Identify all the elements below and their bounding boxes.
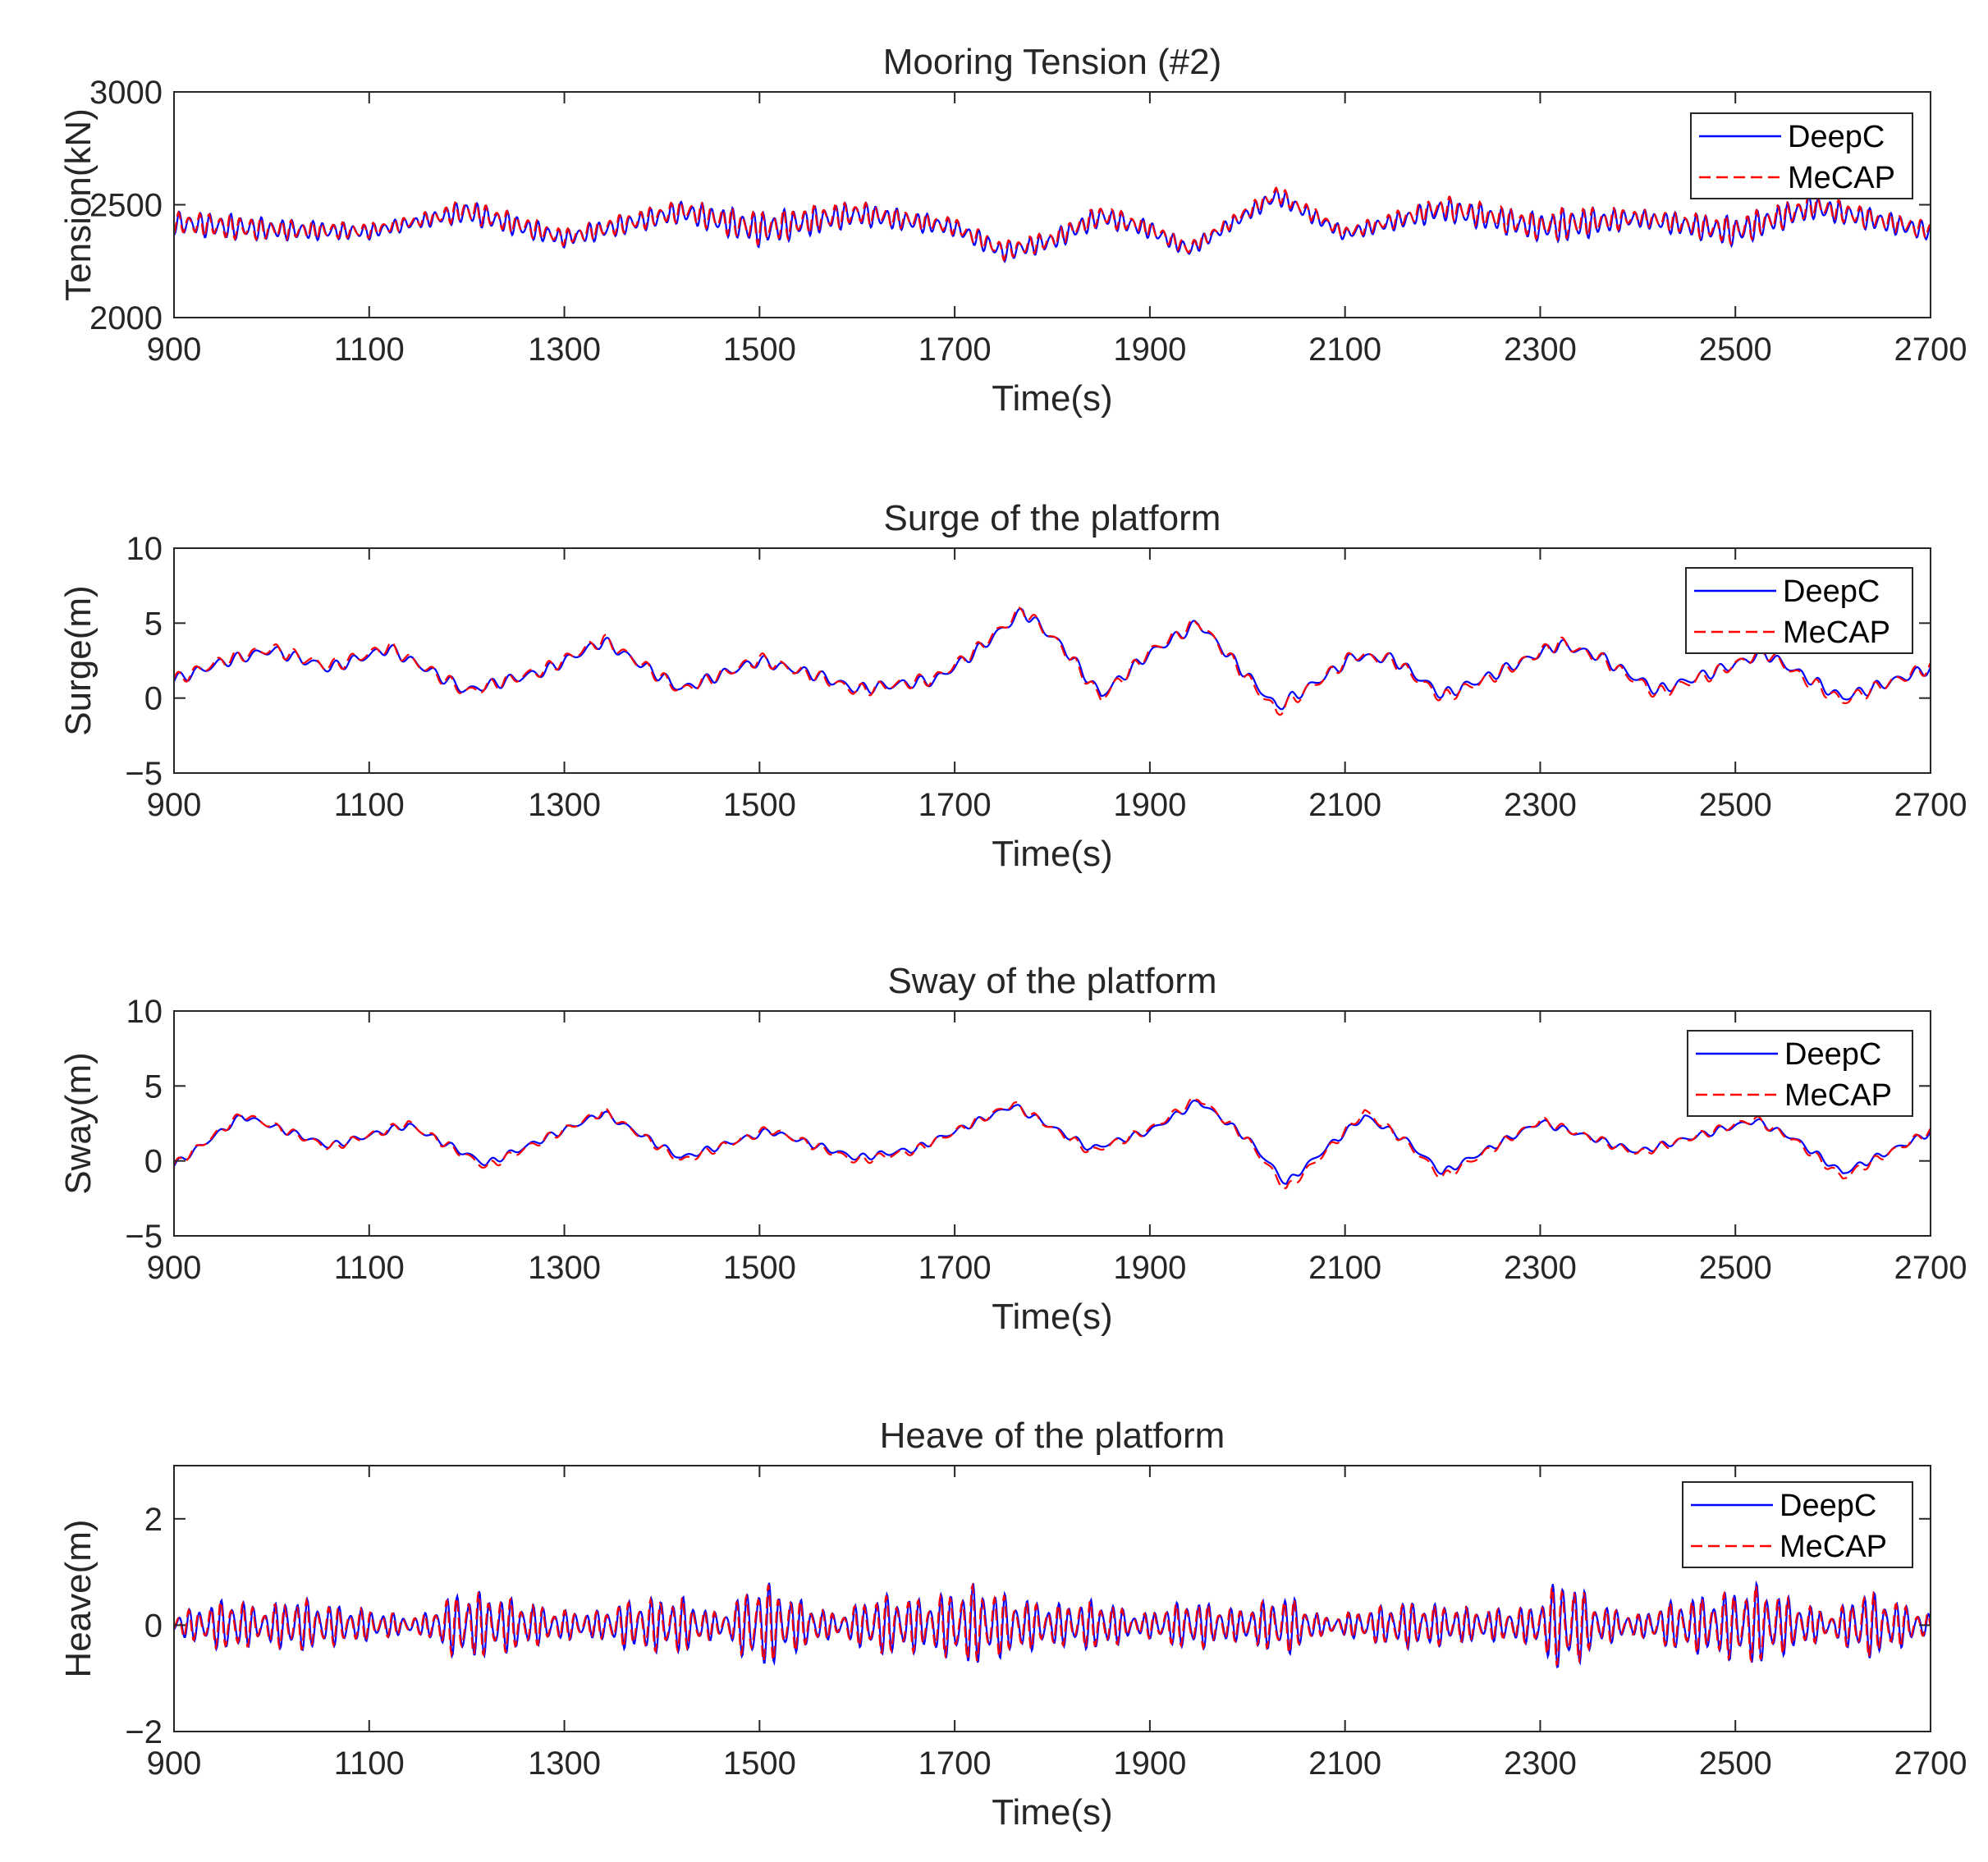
x-tick-label: 1900 — [1113, 787, 1186, 823]
legend-label-deepc: DeepC — [1780, 1489, 1876, 1523]
x-tick-label: 2500 — [1699, 1745, 1772, 1782]
x-tick-label: 1300 — [528, 1250, 601, 1286]
x-tick-label: 1900 — [1113, 1745, 1186, 1782]
legend-label-deepc: DeepC — [1783, 574, 1880, 609]
x-tick-label: 1300 — [528, 332, 601, 368]
x-tick-label: 2700 — [1894, 332, 1967, 368]
legend: DeepC MeCAP — [1685, 567, 1913, 654]
x-tick-label: 1700 — [918, 787, 992, 823]
x-axis-label: Time(s) — [992, 1297, 1112, 1337]
series-mecap-line — [174, 1582, 1931, 1667]
x-tick-label: 2700 — [1894, 1745, 1967, 1782]
y-tick-label: 2500 — [89, 188, 163, 224]
y-axis-label: Surge(m) — [58, 585, 98, 735]
panel-1: 900 1100 1300 1500 1700 1900 2100 2300 2500 2700 2… — [58, 42, 1967, 419]
legend-label-mecap: MeCAP — [1783, 615, 1890, 650]
x-tick-label: 1500 — [723, 787, 796, 823]
y-tick-label: 2000 — [89, 300, 163, 336]
x-axis-label: Time(s) — [992, 834, 1112, 874]
x-tick-label: 900 — [147, 1745, 202, 1782]
y-tick-label: 0 — [144, 1608, 163, 1644]
legend-label-mecap: MeCAP — [1784, 1078, 1892, 1113]
axes-box — [173, 1010, 1931, 1237]
x-tick-label: 2500 — [1699, 787, 1772, 823]
legend: DeepC MeCAP — [1690, 112, 1913, 199]
series-mecap-line — [174, 1096, 1931, 1190]
panel-4: 900 1100 1300 1500 1700 1900 2100 2300 2500 2700 −… — [58, 1416, 1967, 1832]
y-tick-label: 3000 — [89, 75, 163, 111]
x-tick-label: 1700 — [918, 1745, 992, 1782]
legend-label-deepc: DeepC — [1784, 1037, 1881, 1072]
y-tick-label: 0 — [144, 681, 163, 717]
x-tick-label: 1100 — [334, 787, 405, 823]
x-tick-label: 2100 — [1308, 1745, 1381, 1782]
y-axis-label: Sway(m) — [58, 1052, 98, 1195]
legend-label-mecap: MeCAP — [1788, 161, 1895, 195]
axes-box — [173, 547, 1931, 774]
x-tick-label: 2500 — [1699, 332, 1772, 368]
x-tick-label: 1100 — [334, 1745, 405, 1782]
x-tick-label: 1900 — [1113, 1250, 1186, 1286]
x-tick-label: 1300 — [528, 1745, 601, 1782]
x-tick-label: 1500 — [723, 1250, 796, 1286]
panel-title: Sway of the platform — [887, 961, 1216, 1001]
x-tick-label: 900 — [147, 1250, 202, 1286]
panel-2: 900 1100 1300 1500 1700 1900 2100 2300 2500 2700 −… — [58, 498, 1967, 874]
x-tick-label: 2300 — [1504, 1745, 1577, 1782]
x-tick-label: 2700 — [1894, 1250, 1967, 1286]
series-deepc-line — [174, 1099, 1931, 1185]
x-axis-label: Time(s) — [992, 1792, 1112, 1832]
x-tick-label: 900 — [147, 332, 202, 368]
legend: DeepC MeCAP — [1687, 1030, 1913, 1117]
x-tick-label: 2300 — [1504, 787, 1577, 823]
panel-title: Surge of the platform — [884, 498, 1221, 538]
x-tick-label: 1900 — [1113, 332, 1186, 368]
x-tick-label: 2100 — [1308, 1250, 1381, 1286]
y-tick-label: 5 — [144, 606, 163, 642]
x-tick-label: 2100 — [1308, 787, 1381, 823]
y-tick-label: −5 — [125, 1219, 163, 1255]
panel-3: 900 1100 1300 1500 1700 1900 2100 2300 2500 2700 −… — [58, 961, 1967, 1337]
series-deepc-line — [174, 607, 1931, 711]
x-tick-label: 1300 — [528, 787, 601, 823]
x-tick-label: 1500 — [723, 1745, 796, 1782]
x-tick-label: 2300 — [1504, 1250, 1577, 1286]
y-tick-label: 10 — [126, 531, 163, 567]
y-axis-label: Tension(kN) — [58, 108, 98, 301]
x-tick-label: 2500 — [1699, 1250, 1772, 1286]
y-tick-label: 2 — [144, 1502, 163, 1538]
x-tick-label: 1700 — [918, 1250, 992, 1286]
panel-title: Mooring Tension (#2) — [883, 42, 1222, 82]
y-tick-label: 0 — [144, 1144, 163, 1180]
x-tick-label: 1100 — [334, 332, 405, 368]
panel-title: Heave of the platform — [880, 1416, 1225, 1456]
y-axis-label: Heave(m) — [58, 1519, 98, 1677]
x-tick-label: 1100 — [334, 1250, 405, 1286]
y-tick-label: −2 — [125, 1714, 163, 1750]
axes-box — [173, 1465, 1931, 1732]
x-tick-label: 900 — [147, 787, 202, 823]
x-tick-label: 1500 — [723, 332, 796, 368]
legend-label-mecap: MeCAP — [1780, 1530, 1887, 1564]
x-tick-label: 2700 — [1894, 787, 1967, 823]
series-mecap-line — [174, 606, 1931, 716]
y-tick-label: 10 — [126, 994, 163, 1030]
x-axis-label: Time(s) — [992, 378, 1112, 419]
x-tick-label: 2100 — [1308, 332, 1381, 368]
legend: DeepC MeCAP — [1682, 1481, 1913, 1568]
series-mecap-line — [174, 186, 1931, 263]
axes-box — [173, 91, 1931, 318]
x-tick-label: 2300 — [1504, 332, 1577, 368]
x-tick-label: 1700 — [918, 332, 992, 368]
series-deepc-line — [174, 188, 1931, 263]
y-tick-label: −5 — [125, 756, 163, 792]
y-tick-label: 5 — [144, 1068, 163, 1105]
legend-label-deepc: DeepC — [1788, 120, 1885, 154]
